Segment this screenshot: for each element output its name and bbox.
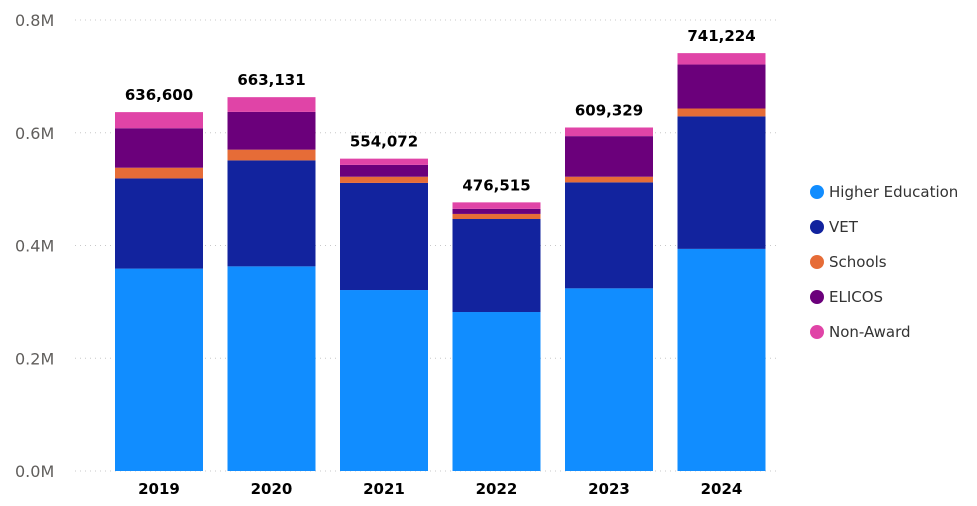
y-tick-label: 0.4M [15, 237, 54, 256]
legend-label: Higher Education [829, 182, 959, 201]
bar-segment [115, 167, 203, 179]
legend-swatch [810, 219, 824, 234]
y-tick-label: 0.2M [15, 349, 54, 368]
legend-label: VET [829, 217, 858, 236]
bar-segment [452, 202, 541, 209]
total-label: 741,224 [687, 27, 755, 45]
y-tick-label: 0.8M [15, 11, 54, 30]
bar-segment [340, 290, 428, 471]
legend-swatch [810, 324, 824, 339]
bar-segment [340, 182, 428, 291]
bar-segment [340, 164, 428, 177]
legend-swatch [810, 184, 824, 199]
total-label: 636,600 [125, 86, 193, 104]
bar-segment [677, 248, 766, 471]
bar-segment [677, 53, 766, 65]
bar-segment [227, 149, 316, 161]
legend-label: Non-Award [829, 322, 911, 341]
x-tick-label: 2021 [363, 480, 405, 498]
total-label: 554,072 [350, 133, 418, 151]
bar-segment [227, 160, 316, 267]
total-label: 609,329 [575, 101, 643, 119]
legend-label: ELICOS [829, 287, 884, 306]
x-tick-label: 2023 [588, 480, 630, 498]
legend-item-non-award[interactable]: Non-Award [810, 314, 975, 349]
bar-segment [677, 108, 766, 117]
bar-segment [227, 111, 316, 150]
legend-swatch [810, 289, 824, 304]
bar-segment [227, 266, 316, 471]
bar-segment [227, 97, 316, 112]
bar-segment [452, 208, 541, 214]
bar-segment [115, 178, 203, 269]
bar-segment [565, 136, 653, 177]
bar-segment [340, 176, 428, 183]
legend-item-schools[interactable]: Schools [810, 244, 975, 279]
total-label: 476,515 [462, 176, 530, 194]
legend-item-vet[interactable]: VET [810, 209, 975, 244]
bar-segment [452, 312, 541, 471]
y-axis-ticks: 0.0M 0.2M 0.4M 0.6M 0.8M [15, 11, 54, 481]
x-tick-label: 2020 [251, 480, 293, 498]
bar-segment [565, 288, 653, 471]
legend-label: Schools [829, 252, 887, 271]
bar-segment [340, 158, 428, 165]
total-labels: 636,600 663,131 554,072 476,515 609,329 741,2… [125, 27, 756, 194]
bar-segment [677, 116, 766, 249]
x-tick-label: 2024 [701, 480, 743, 498]
legend-item-elicos[interactable]: ELICOS [810, 279, 975, 314]
x-tick-label: 2022 [476, 480, 518, 498]
bars [115, 53, 766, 471]
legend-item-higher-education[interactable]: Higher Education [810, 174, 975, 209]
legend: Higher Education VET Schools ELICOS Non-… [810, 174, 975, 349]
bar-segment [452, 219, 541, 313]
bar-segment [677, 64, 766, 109]
y-tick-label: 0.0M [15, 462, 54, 481]
total-label: 663,131 [237, 71, 305, 89]
bar-segment [115, 268, 203, 471]
x-axis-ticks: 2019 2020 2021 2022 2023 2024 [138, 480, 742, 498]
bar-segment [115, 112, 203, 129]
bar-segment [115, 128, 203, 168]
bar-segment [565, 182, 653, 289]
bar-segment [452, 213, 541, 220]
bar-segment [565, 127, 653, 137]
bar-segment [565, 176, 653, 183]
x-tick-label: 2019 [138, 480, 180, 498]
legend-swatch [810, 254, 824, 269]
y-tick-label: 0.6M [15, 124, 54, 143]
